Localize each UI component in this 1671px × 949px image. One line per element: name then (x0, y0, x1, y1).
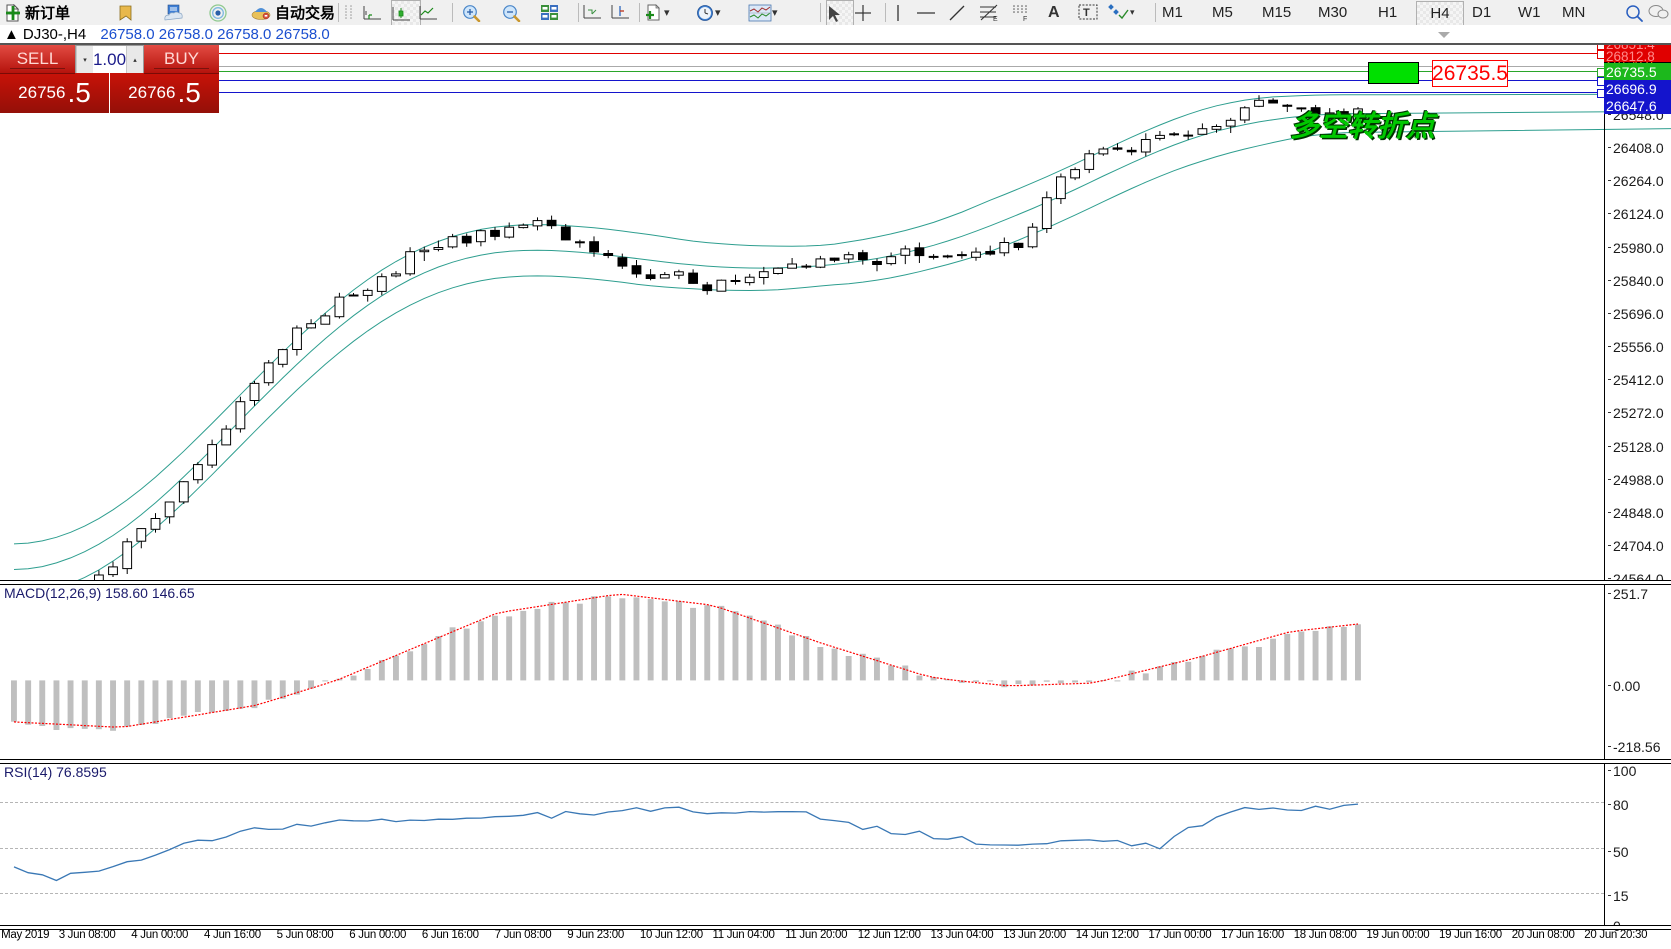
svg-text:T: T (1083, 7, 1090, 19)
svg-text:E: E (993, 16, 998, 22)
svg-text:F: F (1023, 16, 1027, 22)
